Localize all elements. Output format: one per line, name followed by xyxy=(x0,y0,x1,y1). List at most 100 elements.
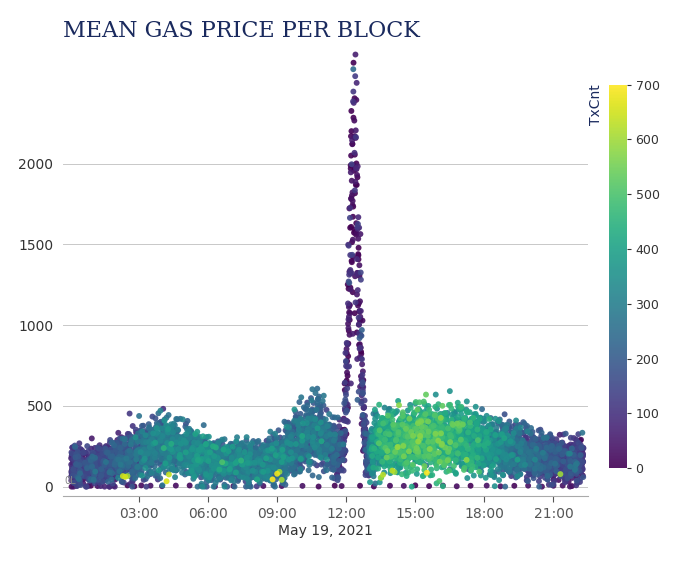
Point xyxy=(118,472,129,481)
Point xyxy=(295,444,307,453)
Point xyxy=(463,462,474,471)
Point xyxy=(182,448,193,457)
Point xyxy=(410,436,421,445)
Point xyxy=(345,283,356,292)
Point xyxy=(552,462,563,471)
Point xyxy=(92,443,103,452)
Point xyxy=(120,450,132,459)
Point xyxy=(334,448,345,457)
Point xyxy=(402,420,413,429)
Point xyxy=(461,443,472,452)
Point xyxy=(484,415,495,424)
Point xyxy=(119,455,130,464)
Point xyxy=(134,448,145,457)
Point xyxy=(475,437,486,446)
Point xyxy=(352,173,363,182)
Point xyxy=(328,444,339,453)
Point xyxy=(80,462,92,471)
Point xyxy=(464,435,475,444)
Point xyxy=(540,440,551,450)
Point xyxy=(241,456,253,465)
Point xyxy=(113,452,125,461)
Point xyxy=(494,447,505,456)
Point xyxy=(505,450,517,459)
Point xyxy=(321,441,332,450)
Point xyxy=(331,470,342,479)
Point xyxy=(468,450,479,459)
Point xyxy=(460,413,471,422)
Point xyxy=(456,446,467,455)
Point xyxy=(389,431,400,440)
Point xyxy=(303,432,314,441)
Point xyxy=(528,464,539,473)
Point xyxy=(573,461,584,470)
Point xyxy=(468,446,480,455)
Point xyxy=(458,465,470,474)
Point xyxy=(162,422,173,431)
Point xyxy=(222,473,233,482)
Point xyxy=(522,473,533,482)
Point xyxy=(300,412,312,421)
Point xyxy=(116,477,127,486)
Point xyxy=(344,204,356,213)
Point xyxy=(472,447,483,456)
Point xyxy=(233,447,244,456)
Point xyxy=(197,460,209,469)
Point xyxy=(297,449,308,458)
Point xyxy=(107,455,118,464)
Point xyxy=(554,469,566,478)
Point xyxy=(91,463,102,472)
Point xyxy=(238,451,249,460)
Point xyxy=(540,461,552,470)
Point xyxy=(450,440,461,450)
Point xyxy=(340,404,351,413)
Point xyxy=(353,243,364,252)
Point xyxy=(144,465,155,474)
Point xyxy=(71,466,83,475)
Point xyxy=(454,421,465,430)
Point xyxy=(385,431,396,440)
Point xyxy=(489,432,500,441)
Point xyxy=(544,470,555,479)
Point xyxy=(414,443,425,452)
Point xyxy=(556,451,567,460)
Point xyxy=(125,438,136,447)
Point xyxy=(218,448,229,457)
Point xyxy=(377,426,388,435)
Point xyxy=(78,475,89,484)
Point xyxy=(263,445,274,454)
Point xyxy=(88,472,99,481)
Point xyxy=(484,446,495,455)
Point xyxy=(458,420,469,429)
Point xyxy=(288,470,300,479)
Point xyxy=(103,455,114,464)
Point xyxy=(459,452,470,461)
Point xyxy=(498,443,509,452)
Point xyxy=(455,437,466,446)
Point xyxy=(451,415,462,424)
Point xyxy=(207,448,218,457)
Point xyxy=(457,442,468,451)
Point xyxy=(146,452,158,461)
Point xyxy=(560,461,571,470)
Point xyxy=(303,430,314,439)
Point xyxy=(66,464,78,473)
Point xyxy=(258,461,270,470)
Point xyxy=(153,437,164,446)
Point xyxy=(270,465,281,474)
Point xyxy=(326,434,337,443)
Point xyxy=(276,450,288,459)
Point xyxy=(114,452,125,461)
Point xyxy=(403,425,414,434)
Point xyxy=(428,450,440,459)
Point xyxy=(515,442,526,451)
Point xyxy=(329,455,340,464)
Point xyxy=(290,407,301,416)
Point xyxy=(531,435,542,444)
Point xyxy=(264,463,275,472)
Point xyxy=(357,370,368,379)
Point xyxy=(223,453,235,462)
Point xyxy=(535,425,546,434)
Point xyxy=(442,424,453,433)
Point xyxy=(188,438,199,447)
